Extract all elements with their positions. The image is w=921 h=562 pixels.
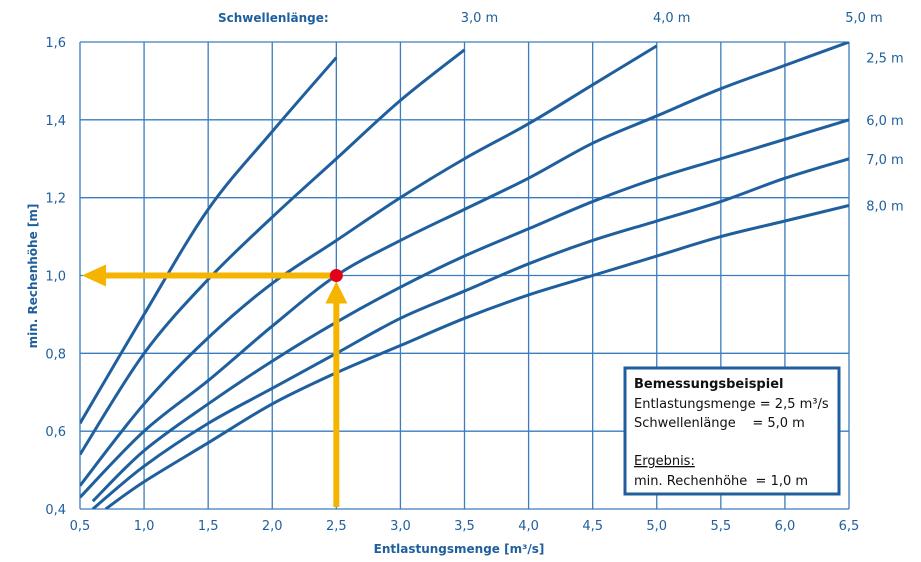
series-label-1: 2,5 m <box>866 52 903 67</box>
horizontal-arrow-head <box>82 264 106 287</box>
x-tick-label: 2,5 <box>326 519 347 534</box>
vertical-arrow-head <box>325 281 348 304</box>
x-tick-label: 6,0 <box>775 519 796 534</box>
series-line-2 <box>80 48 466 456</box>
y-tick-label: 0,8 <box>45 347 66 362</box>
example-box-result-value: min. Rechenhöhe = 1,0 m <box>634 474 808 489</box>
grid <box>79 41 850 510</box>
curves <box>80 42 849 509</box>
x-tick-label: 5,5 <box>710 519 731 534</box>
series-label-6: 7,0 m <box>866 153 903 168</box>
x-tick-label: 3,0 <box>390 519 411 534</box>
series-label-4: 5,0 m <box>845 11 882 26</box>
series-label-5: 6,0 m <box>866 114 903 129</box>
example-box-line2: Schwellenlänge = 5,0 m <box>634 416 805 431</box>
x-tick-label: 2,0 <box>262 519 283 534</box>
example-box-title: Bemessungsbeispiel <box>634 377 783 392</box>
series-line-6 <box>91 157 849 509</box>
x-tick-label: 1,5 <box>198 519 219 534</box>
x-tick-label: 5,0 <box>646 519 667 534</box>
example-box: Bemessungsbeispiel Entlastungsmenge = 2,… <box>623 366 841 496</box>
y-tick-label: 1,0 <box>45 270 66 285</box>
x-tick-label: 4,0 <box>518 519 539 534</box>
example-box-result-label: Ergebnis: <box>634 454 695 469</box>
example-arrows <box>82 264 348 507</box>
x-tick-label: 0,5 <box>70 519 91 534</box>
series-labels: 2,5 m 3,0 m 4,0 m 5,0 m 6,0 m 7,0 m 8,0 m <box>461 11 904 214</box>
x-axis-label: Entlastungsmenge [m³/s] <box>374 542 545 556</box>
example-box-line1: Entlastungsmenge = 2,5 m³/s <box>634 397 829 412</box>
series-line-4 <box>80 42 849 499</box>
series-line-1 <box>80 56 338 425</box>
tick-labels: 0,5 1,0 1,5 2,0 2,5 3,0 3,5 4,0 4,5 5,0 5,5 6,0 6,5 0… <box>45 36 859 534</box>
y-tick-label: 0,4 <box>45 503 66 518</box>
y-tick-label: 1,2 <box>45 192 66 207</box>
x-tick-label: 6,5 <box>839 519 860 534</box>
y-tick-label: 0,6 <box>45 425 66 440</box>
x-tick-label: 1,0 <box>134 519 155 534</box>
series-label-3: 4,0 m <box>653 11 690 26</box>
x-tick-label: 3,5 <box>454 519 475 534</box>
y-axis-label: min. Rechenhöhe [m] <box>26 204 40 349</box>
series-label-7: 8,0 m <box>866 199 903 214</box>
series-line-7 <box>104 203 849 509</box>
series-line-5 <box>91 118 849 503</box>
series-label-2: 3,0 m <box>461 11 498 26</box>
example-point <box>329 269 343 282</box>
x-tick-label: 4,5 <box>582 519 603 534</box>
example-box-frame <box>623 366 841 496</box>
series-line-3 <box>80 44 658 487</box>
series-header-label: Schwellenlänge: <box>218 11 329 25</box>
y-tick-label: 1,4 <box>45 114 66 129</box>
y-tick-label: 1,6 <box>45 36 66 51</box>
